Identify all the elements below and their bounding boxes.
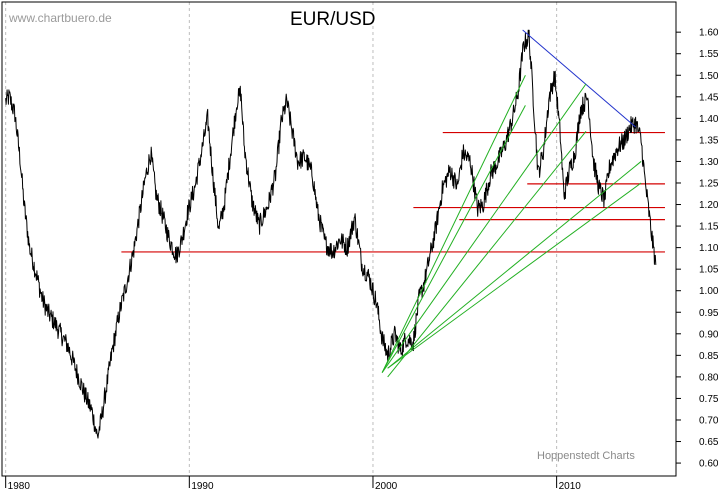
y-tick-label: 0.80 <box>699 372 719 383</box>
y-tick-label: 1.15 <box>699 222 719 233</box>
fan-trend-line-3 <box>381 105 526 373</box>
site-watermark: www.chartbuero.de <box>8 11 112 25</box>
fan-trend-line-5 <box>387 130 587 378</box>
price-series-line <box>5 29 657 439</box>
series-layer <box>5 29 657 439</box>
y-tick-label: 1.05 <box>699 265 719 276</box>
y-tick-label: 0.70 <box>699 415 719 426</box>
y-tick-label: 1.30 <box>699 157 719 168</box>
fan-trend-line-6 <box>387 161 642 369</box>
y-tick-label: 1.60 <box>699 28 719 39</box>
grid-layer <box>5 2 558 476</box>
y-tick-label: 0.65 <box>699 437 719 448</box>
y-tick-label: 0.95 <box>699 308 719 319</box>
y-tick-label: 1.50 <box>699 71 719 82</box>
y-tick-label: 1.20 <box>699 200 719 211</box>
y-tick-label: 1.55 <box>699 49 719 60</box>
y-tick-label: 0.60 <box>699 459 719 470</box>
x-tick-label: 2000 <box>375 481 398 492</box>
fan-trend-line-4 <box>381 83 587 373</box>
chart-title: EUR/USD <box>290 9 376 30</box>
y-tick-label: 1.40 <box>699 114 719 125</box>
fan-trend-line-2 <box>381 75 526 373</box>
y-tick-label: 0.75 <box>699 394 719 405</box>
x-tick-label: 1990 <box>191 481 214 492</box>
y-tick-label: 1.10 <box>699 243 719 254</box>
plot-frame <box>1 1 677 477</box>
downtrend-line-1 <box>522 29 636 128</box>
y-tick-label: 1.35 <box>699 135 719 146</box>
fan-trend-line-7 <box>387 182 642 369</box>
y-tick-label: 0.85 <box>699 351 719 362</box>
source-watermark: Hoppenstedt Charts <box>537 450 635 462</box>
y-tick-label: 1.00 <box>699 286 719 297</box>
x-tick-label: 2010 <box>559 481 582 492</box>
y-tick-label: 1.25 <box>699 178 719 189</box>
y-tick-label: 0.90 <box>699 329 719 340</box>
trend-lines-layer <box>381 29 642 378</box>
x-tick-label: 1980 <box>8 481 31 492</box>
y-tick-label: 1.45 <box>699 92 719 103</box>
